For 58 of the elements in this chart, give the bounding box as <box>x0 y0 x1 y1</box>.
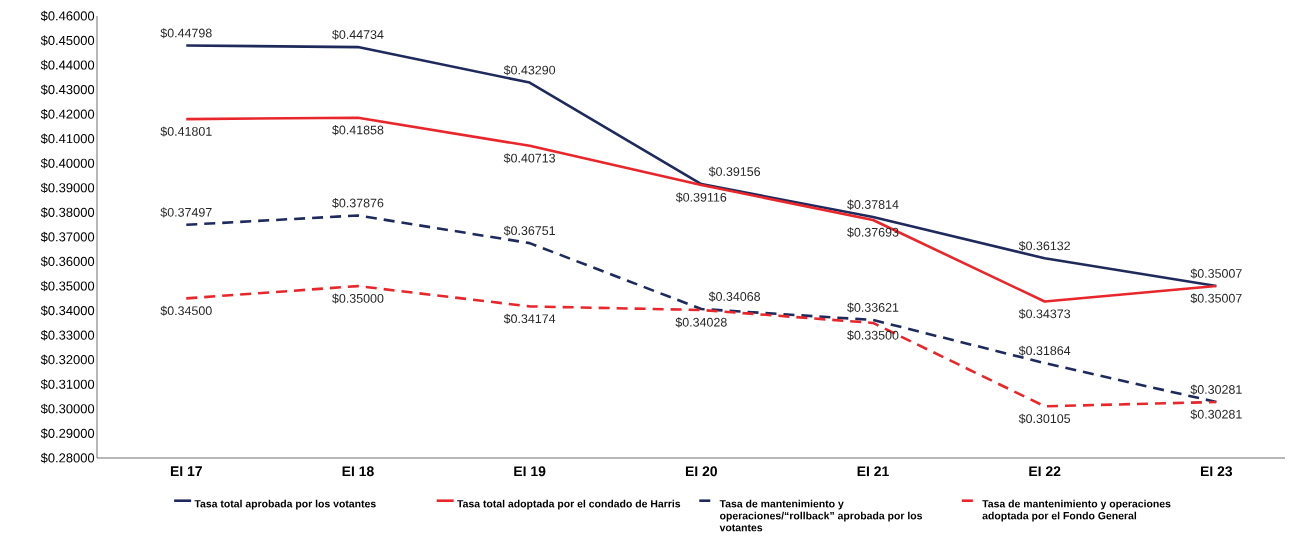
y-tick-label: $0.31000 <box>40 379 95 390</box>
y-tick-label: $0.36000 <box>40 256 95 267</box>
data-label: $0.36751 <box>503 225 555 236</box>
x-tick-label: EI 18 <box>342 466 374 477</box>
legend-label: Tasa total adoptada por el condado de Harris <box>457 499 681 510</box>
data-label: $0.34068 <box>708 291 761 302</box>
x-tick-label: EI 19 <box>514 466 546 477</box>
data-label: $0.35007 <box>1190 268 1242 279</box>
legend-label: Tasa de mantenimiento y operaciones adoptada por el Fondo General <box>982 499 1171 522</box>
data-label: $0.30281 <box>1190 384 1242 395</box>
y-tick-label: $0.37000 <box>40 231 95 243</box>
y-tick-label: $0.38000 <box>40 207 95 218</box>
data-label: $0.37814 <box>847 199 899 210</box>
data-label: $0.31864 <box>1018 345 1071 356</box>
y-tick-label: $0.35000 <box>40 280 95 292</box>
y-tick-label: $0.46000 <box>40 10 95 22</box>
y-tick-label: $0.40000 <box>40 158 95 169</box>
x-tick-label: EI 22 <box>1029 466 1061 477</box>
y-tick-label: $0.44000 <box>40 59 95 71</box>
data-label: $0.34373 <box>1018 308 1071 319</box>
data-label: $0.37693 <box>847 227 899 238</box>
x-tick-label: EI 23 <box>1200 466 1233 477</box>
y-tick-label: $0.45000 <box>40 35 95 46</box>
data-label: $0.44798 <box>160 28 212 39</box>
x-tick-label: EI 21 <box>857 466 889 477</box>
y-tick-label: $0.28000 <box>40 452 95 464</box>
y-tick-label: $0.30000 <box>40 403 95 415</box>
legend-label: Tasa de mantenimiento y operaciones/“rollback” aprobada por los votantes <box>719 499 923 532</box>
data-label: $0.44734 <box>332 29 384 40</box>
data-label: $0.43290 <box>503 65 556 76</box>
y-tick-label: $0.33000 <box>40 329 95 341</box>
y-tick-label: $0.39000 <box>40 182 95 194</box>
y-tick-label: $0.32000 <box>40 354 95 366</box>
data-label: $0.40713 <box>503 153 556 164</box>
data-label: $0.34500 <box>160 305 212 316</box>
y-tick-label: $0.41000 <box>40 133 95 145</box>
x-tick-label: EI 20 <box>685 466 717 477</box>
data-label: $0.33500 <box>847 330 899 341</box>
data-label: $0.30281 <box>1190 409 1242 420</box>
data-label: $0.39156 <box>708 166 761 177</box>
y-tick-label: $0.34000 <box>40 305 95 316</box>
data-label: $0.34174 <box>503 313 556 324</box>
data-label: $0.41858 <box>332 125 384 136</box>
data-label: $0.39116 <box>675 192 727 203</box>
data-label: $0.41801 <box>160 126 212 137</box>
data-label: $0.37876 <box>332 198 384 209</box>
data-label: $0.33621 <box>847 302 899 313</box>
data-label: $0.35007 <box>1190 293 1242 304</box>
data-label: $0.36132 <box>1018 240 1070 251</box>
x-tick-label: EI 17 <box>170 466 202 476</box>
y-tick-label: $0.42000 <box>40 108 95 120</box>
data-label: $0.35000 <box>332 293 384 304</box>
data-label: $0.37497 <box>160 207 212 218</box>
y-tick-label: $0.43000 <box>40 84 95 95</box>
data-label: $0.30105 <box>1018 413 1071 424</box>
legend-label: Tasa total aprobada por los votantes <box>194 499 376 510</box>
data-label: $0.34028 <box>675 317 727 328</box>
y-tick-label: $0.29000 <box>40 428 95 439</box>
